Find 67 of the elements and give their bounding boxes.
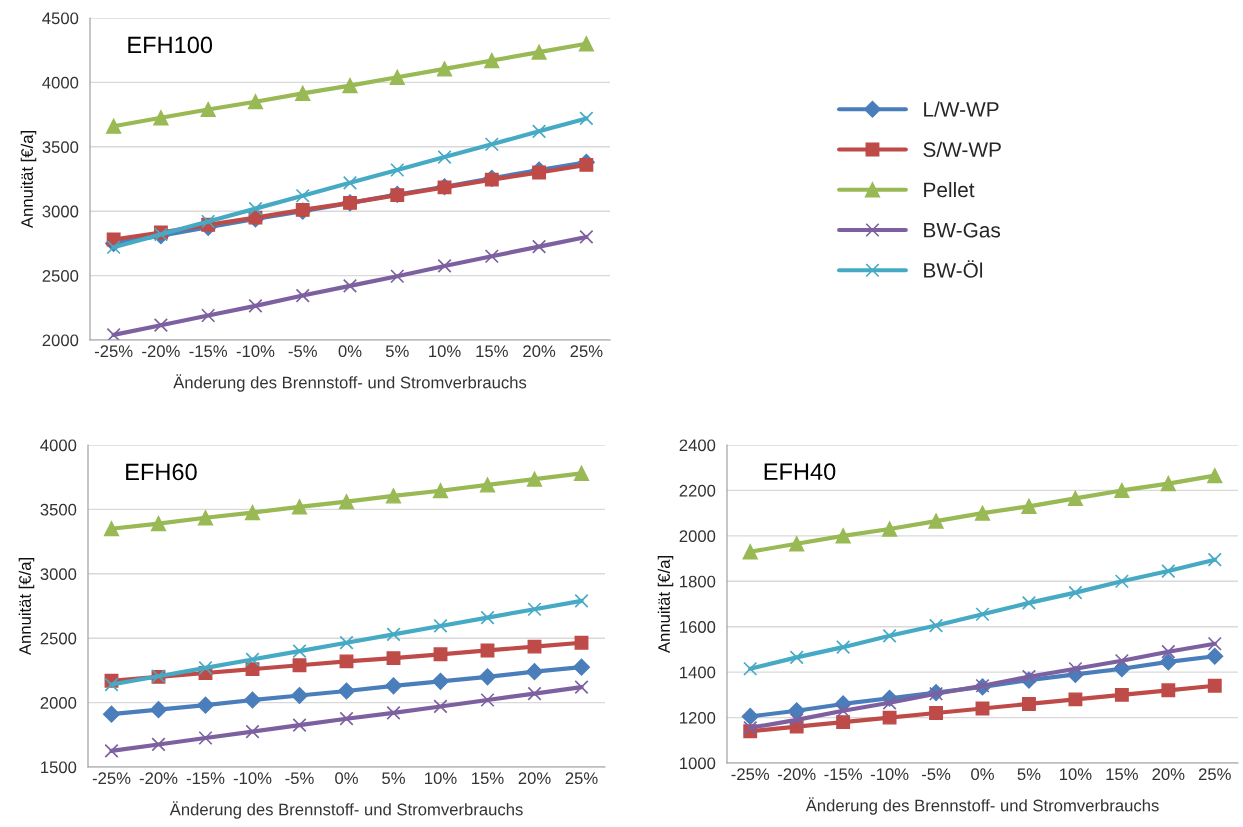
x-tick-label: 25% — [570, 345, 603, 358]
y-tick-label: 3500 — [40, 503, 77, 516]
x-tick-label: 20% — [518, 772, 551, 785]
y-tick-label: 2500 — [42, 270, 79, 282]
x-tick-label: -25% — [92, 772, 131, 785]
x-tick-label: -5% — [921, 768, 951, 781]
x-tick-label: -10% — [233, 772, 272, 785]
x-tick-label: 0% — [971, 768, 994, 781]
y-tick-label: 3000 — [40, 568, 77, 580]
x-tick-label: 15% — [472, 772, 504, 785]
x-tick-label: 5% — [385, 345, 409, 358]
x-tick-label: -15% — [189, 345, 228, 358]
x-tick-label: 20% — [1152, 768, 1185, 781]
y-tick-label: 1000 — [680, 757, 716, 770]
y-tick-label: 1200 — [680, 711, 716, 724]
x-tick-label: -20% — [139, 772, 178, 785]
y-tick-label: 4000 — [40, 439, 77, 452]
legend-label: L/W-WP — [924, 101, 999, 117]
y-tick-label: 2000 — [679, 530, 716, 543]
x-axis-title: Änderung des Brennstoff- und Stromverbrauchs — [805, 797, 1159, 815]
text: EFH40 — [764, 463, 836, 480]
x-tick-label: -5% — [285, 772, 314, 785]
y-tick-label: 4000 — [42, 76, 79, 89]
x-tick-label: -15% — [186, 772, 225, 785]
x-tick-label: -25% — [94, 345, 133, 358]
y-tick-label: 3000 — [42, 205, 79, 218]
x-tick-label: -20% — [777, 768, 816, 781]
legend-label: BW-Öl — [924, 260, 983, 278]
x-tick-label: 10% — [429, 345, 461, 358]
y-tick-label: 3500 — [42, 141, 79, 153]
legend-label: Pellet — [924, 181, 975, 198]
x-tick-label: 0% — [338, 345, 362, 358]
y-axis-title: Annuität [€/a] — [20, 131, 37, 229]
legend-label: S/W-WP — [923, 141, 1001, 158]
x-axis-title: Änderung des Brennstoff- und Stromverbrauchs — [169, 801, 523, 819]
y-tick-label: 1500 — [41, 761, 77, 774]
y-axis-title: Annuität [€/a] — [657, 556, 674, 654]
x-axis-title: Änderung des Brennstoff- und Stromverbrauchs — [173, 374, 527, 392]
text: EFH100 — [128, 36, 213, 54]
x-tick-label: 5% — [382, 772, 405, 785]
x-tick-label: -5% — [288, 345, 317, 358]
x-tick-label: 0% — [335, 772, 358, 785]
x-tick-label: 25% — [565, 772, 598, 785]
x-tick-label: 15% — [1106, 768, 1138, 781]
x-tick-label: 10% — [1060, 768, 1092, 781]
x-tick-label: -20% — [142, 345, 180, 358]
legend-label: BW-Gas — [924, 222, 1001, 238]
x-tick-label: -15% — [824, 768, 862, 781]
y-tick-label: 2000 — [40, 697, 77, 709]
x-tick-label: -10% — [236, 345, 275, 358]
y-tick-label: 2000 — [42, 334, 79, 347]
x-tick-label: 20% — [523, 345, 556, 358]
y-tick-label: 4500 — [42, 12, 79, 25]
x-tick-label: 10% — [425, 772, 457, 785]
x-tick-label: -25% — [731, 768, 770, 781]
x-tick-label: 5% — [1017, 768, 1041, 781]
y-tick-label: 2400 — [679, 439, 716, 452]
y-tick-label: 2200 — [679, 484, 716, 497]
y-tick-label: 1600 — [680, 621, 716, 633]
x-tick-label: 25% — [1198, 768, 1231, 781]
text: EFH60 — [126, 463, 197, 481]
y-tick-label: 1800 — [680, 575, 716, 588]
y-axis-title: Annuität [€/a] — [18, 558, 35, 656]
y-tick-label: 1400 — [680, 666, 716, 679]
x-tick-label: 15% — [476, 345, 508, 358]
x-tick-label: -10% — [870, 768, 909, 781]
y-tick-label: 2500 — [40, 632, 77, 645]
